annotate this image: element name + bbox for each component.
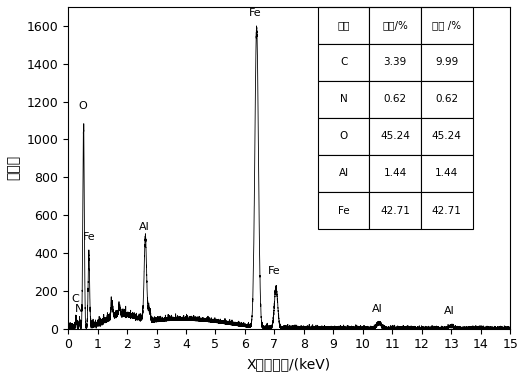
- Text: N: N: [75, 304, 83, 314]
- Y-axis label: 强度值: 强度值: [7, 155, 21, 180]
- Text: Fe: Fe: [249, 8, 261, 18]
- Text: Al: Al: [444, 305, 455, 316]
- Text: Fe: Fe: [83, 232, 96, 242]
- Text: O: O: [78, 101, 87, 111]
- Text: Al: Al: [139, 222, 150, 232]
- Text: Fe: Fe: [268, 266, 281, 276]
- Text: Al: Al: [372, 304, 383, 314]
- X-axis label: X射线能量/(keV): X射线能量/(keV): [247, 357, 331, 371]
- Text: C: C: [71, 294, 79, 304]
